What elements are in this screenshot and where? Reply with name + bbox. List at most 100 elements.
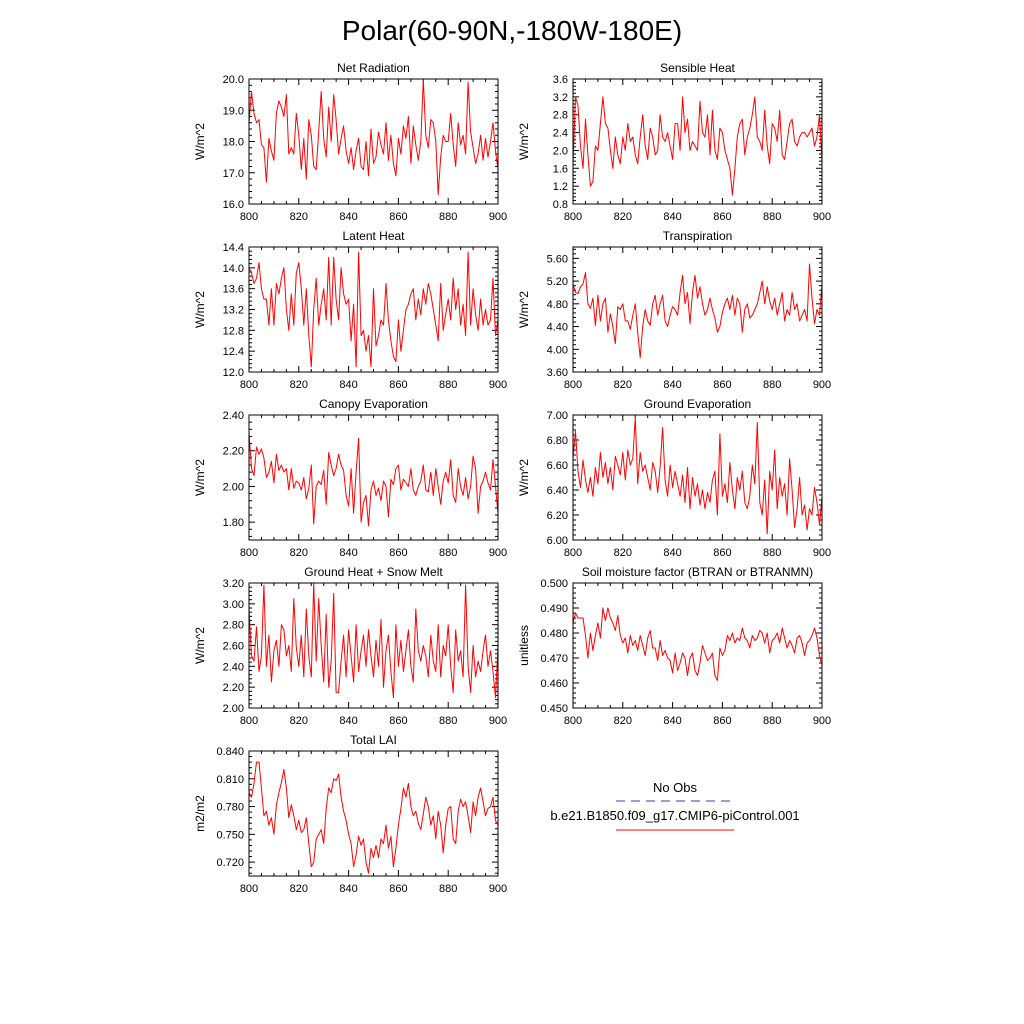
- plot-frame: [248, 414, 499, 541]
- y-tick-label: 2.8: [553, 110, 568, 122]
- y-axis-label: unitless: [517, 625, 531, 666]
- x-tick-label: 900: [489, 883, 507, 895]
- x-tick-label: 800: [240, 379, 258, 391]
- series-line: [248, 78, 499, 196]
- series-line: [248, 761, 499, 874]
- panel-canopy-evaporation: Canopy Evaporation W/m^2 800 820 840 860 880 90…: [193, 397, 507, 559]
- x-tick-label: 900: [489, 379, 507, 391]
- series-line: [572, 96, 823, 196]
- panel-title: Sensible Heat: [660, 61, 735, 75]
- series-line: [572, 607, 823, 681]
- x-tick-label: 880: [439, 211, 457, 223]
- y-tick-label: 6.40: [547, 485, 568, 497]
- y-tick-label: 2.00: [223, 703, 244, 715]
- y-tick-label: 4.00: [547, 344, 568, 356]
- x-tick-label: 840: [663, 547, 681, 559]
- x-tick-label: 820: [614, 211, 632, 223]
- x-tick-label: 900: [813, 379, 831, 391]
- y-axis-label: W/m^2: [193, 291, 207, 328]
- x-tick-label: 860: [713, 547, 731, 559]
- x-tick-label: 840: [339, 715, 357, 727]
- x-tick-label: 860: [389, 715, 407, 727]
- y-tick-label: 2.00: [223, 481, 244, 493]
- legend: No Obs b.e21.B1850.f09_g17.CMIP6-piContr…: [550, 780, 800, 831]
- y-tick-label: 6.20: [547, 510, 568, 522]
- x-tick-label: 880: [439, 547, 457, 559]
- y-tick-label: 0.460: [540, 678, 568, 690]
- panel-title: Net Radiation: [337, 61, 410, 75]
- x-tick-label: 880: [763, 715, 781, 727]
- y-tick-label: 1.2: [553, 181, 568, 193]
- y-tick-label: 7.00: [547, 410, 568, 422]
- x-tick-label: 800: [240, 211, 258, 223]
- x-tick-label: 800: [240, 547, 258, 559]
- x-tick-label: 860: [713, 379, 731, 391]
- x-tick-label: 840: [663, 715, 681, 727]
- y-tick-label: 0.780: [216, 802, 244, 814]
- x-tick-label: 880: [439, 715, 457, 727]
- y-axis-label: W/m^2: [193, 123, 207, 160]
- x-tick-label: 840: [339, 883, 357, 895]
- x-tick-label: 880: [439, 379, 457, 391]
- y-tick-label: 2.20: [223, 682, 244, 694]
- y-tick-label: 12.8: [223, 325, 244, 337]
- x-tick-label: 820: [614, 379, 632, 391]
- x-tick-label: 820: [290, 211, 308, 223]
- panel-transpiration: Transpiration W/m^2 800 820 840 860 880 900 3.60…: [517, 229, 831, 391]
- y-tick-label: 12.4: [223, 346, 244, 358]
- y-axis-label: W/m^2: [517, 459, 531, 496]
- panels: Net Radiation W/m^2 800 820 840 860 880 900 16.0…: [193, 61, 831, 895]
- series-line: [248, 582, 499, 699]
- x-tick-label: 860: [389, 379, 407, 391]
- y-tick-label: 4.40: [547, 322, 568, 334]
- panel-title: Latent Heat: [342, 229, 405, 243]
- y-tick-label: 3.2: [553, 92, 568, 104]
- y-tick-label: 0.480: [540, 628, 568, 640]
- y-tick-label: 16.0: [223, 199, 244, 211]
- x-tick-label: 900: [813, 547, 831, 559]
- panel-latent-heat: Latent Heat W/m^2 800 820 840 860 880 900 12.0 12…: [193, 229, 507, 391]
- x-tick-label: 880: [763, 547, 781, 559]
- series-line: [572, 417, 823, 535]
- y-axis-label: W/m^2: [517, 123, 531, 160]
- y-tick-label: 0.490: [540, 603, 568, 615]
- y-tick-label: 0.720: [216, 857, 244, 869]
- y-tick-label: 0.750: [216, 829, 244, 841]
- x-tick-label: 840: [339, 379, 357, 391]
- y-tick-label: 1.6: [553, 163, 568, 175]
- legend-obs-label: No Obs: [653, 780, 698, 795]
- x-tick-label: 860: [713, 211, 731, 223]
- x-tick-label: 800: [564, 715, 582, 727]
- y-tick-label: 4.80: [547, 299, 568, 311]
- panel-total-lai: Total LAI m2/m2 800 820 840 860 880 900 0.720 0.7…: [193, 733, 507, 895]
- y-tick-label: 0.810: [216, 774, 244, 786]
- y-tick-label: 1.80: [223, 517, 244, 529]
- x-tick-label: 900: [813, 211, 831, 223]
- y-tick-label: 18.0: [223, 137, 244, 149]
- x-tick-label: 800: [564, 211, 582, 223]
- plot-frame: [572, 582, 823, 709]
- x-tick-label: 860: [389, 883, 407, 895]
- panel-soil-moisture-factor: Soil moisture factor (BTRAN or BTRANMN) u…: [517, 565, 831, 727]
- x-tick-label: 900: [813, 715, 831, 727]
- y-tick-label: 2.40: [223, 661, 244, 673]
- y-axis-label: W/m^2: [193, 627, 207, 664]
- panel-title: Ground Evaporation: [644, 397, 751, 411]
- y-tick-label: 0.450: [540, 703, 568, 715]
- y-tick-label: 13.2: [223, 305, 244, 317]
- x-tick-label: 900: [489, 715, 507, 727]
- x-tick-label: 900: [489, 547, 507, 559]
- panel-title: Total LAI: [350, 733, 397, 747]
- series-line: [572, 263, 823, 359]
- y-tick-label: 0.500: [540, 578, 568, 590]
- plot-frame: [248, 750, 499, 877]
- y-tick-label: 2.20: [223, 446, 244, 458]
- x-tick-label: 840: [663, 379, 681, 391]
- plot-frame: [248, 582, 499, 709]
- y-tick-label: 20.0: [223, 74, 244, 86]
- panel-title: Ground Heat + Snow Melt: [304, 565, 443, 579]
- x-tick-label: 820: [290, 547, 308, 559]
- x-tick-label: 800: [240, 883, 258, 895]
- x-tick-label: 860: [713, 715, 731, 727]
